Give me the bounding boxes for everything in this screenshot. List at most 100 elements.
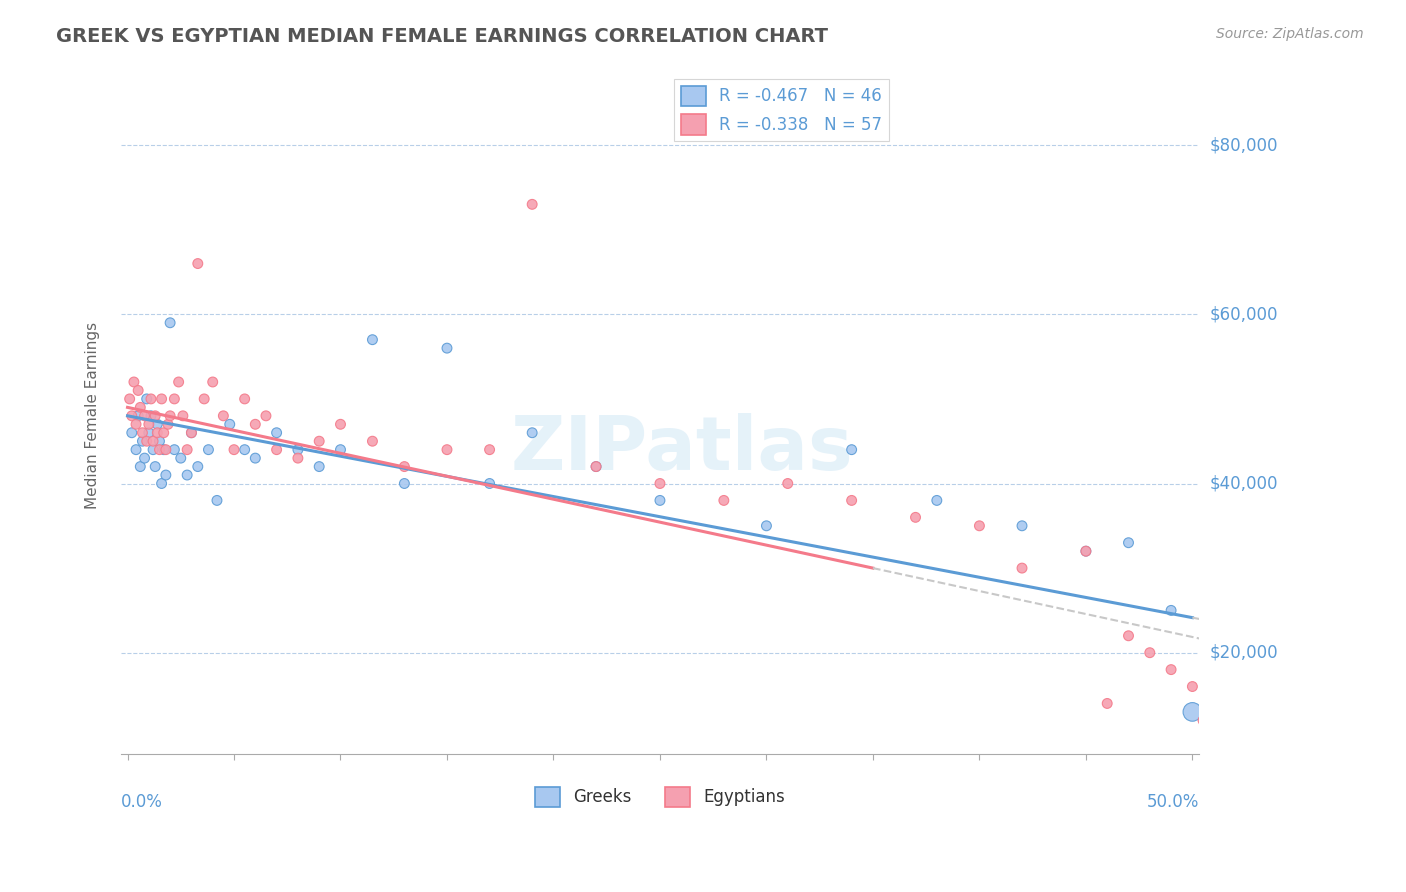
Point [142,434,165,449]
Point [1118,535,1140,549]
Point [150,392,173,406]
Text: Source: ZipAtlas.com: Source: ZipAtlas.com [1216,27,1364,41]
Text: $20,000: $20,000 [1211,644,1278,662]
Point [152,425,174,440]
Point [187,256,209,270]
Point [245,451,267,466]
Point [129,401,152,415]
Point [361,434,384,449]
Point [146,417,169,432]
Legend: Greeks, Egyptians: Greeks, Egyptians [529,780,792,814]
Point [329,442,352,457]
Point [308,459,330,474]
Point [254,409,277,423]
Point [222,442,245,457]
Point [1160,663,1182,677]
Point [394,459,416,474]
Point [121,425,143,440]
Point [1074,544,1097,558]
Point [713,493,735,508]
Point [138,425,160,440]
Point [776,476,799,491]
Point [159,316,181,330]
Point [180,425,202,440]
Text: 50.0%: 50.0% [1146,793,1199,811]
Point [148,434,170,449]
Point [163,442,186,457]
Point [361,333,384,347]
Text: ZIPatlas: ZIPatlas [510,413,853,486]
Point [129,459,152,474]
Y-axis label: Median Female Earnings: Median Female Earnings [86,322,100,509]
Point [121,409,143,423]
Point [150,476,173,491]
Point [522,425,544,440]
Point [170,451,193,466]
Point [1011,561,1033,575]
Point [127,384,149,398]
Point [1074,544,1097,558]
Point [156,417,179,432]
Point [134,451,156,466]
Point [329,417,352,432]
Point [233,392,256,406]
Point [841,442,863,457]
Point [478,476,501,491]
Point [841,493,863,508]
Point [176,468,198,483]
Point [176,442,198,457]
Point [969,518,991,533]
Point [436,341,458,355]
Point [143,409,166,423]
Point [148,442,170,457]
Text: $40,000: $40,000 [1211,475,1278,492]
Point [139,409,162,423]
Point [131,434,153,449]
Point [1011,518,1033,533]
Point [125,417,148,432]
Point [143,459,166,474]
Point [155,442,177,457]
Point [122,375,145,389]
Text: $60,000: $60,000 [1211,305,1278,323]
Point [163,392,186,406]
Point [245,417,267,432]
Point [139,392,162,406]
Point [193,392,215,406]
Point [155,468,177,483]
Point [1181,680,1204,694]
Point [478,442,501,457]
Point [180,425,202,440]
Point [172,409,194,423]
Point [925,493,948,508]
Point [287,442,309,457]
Point [1192,714,1215,728]
Point [755,518,778,533]
Point [1160,603,1182,617]
Point [585,459,607,474]
Point [159,409,181,423]
Point [142,442,165,457]
Point [152,442,174,457]
Point [187,459,209,474]
Text: GREEK VS EGYPTIAN MEDIAN FEMALE EARNINGS CORRELATION CHART: GREEK VS EGYPTIAN MEDIAN FEMALE EARNINGS… [56,27,828,45]
Point [308,434,330,449]
Point [131,425,153,440]
Point [436,442,458,457]
Point [138,417,160,432]
Point [648,493,671,508]
Point [167,375,190,389]
Point [266,442,288,457]
Point [212,409,235,423]
Point [197,442,219,457]
Point [522,197,544,211]
Point [904,510,927,524]
Point [648,476,671,491]
Point [585,459,607,474]
Point [125,442,148,457]
Point [205,493,228,508]
Point [1118,629,1140,643]
Text: 0.0%: 0.0% [121,793,163,811]
Point [201,375,224,389]
Point [394,476,416,491]
